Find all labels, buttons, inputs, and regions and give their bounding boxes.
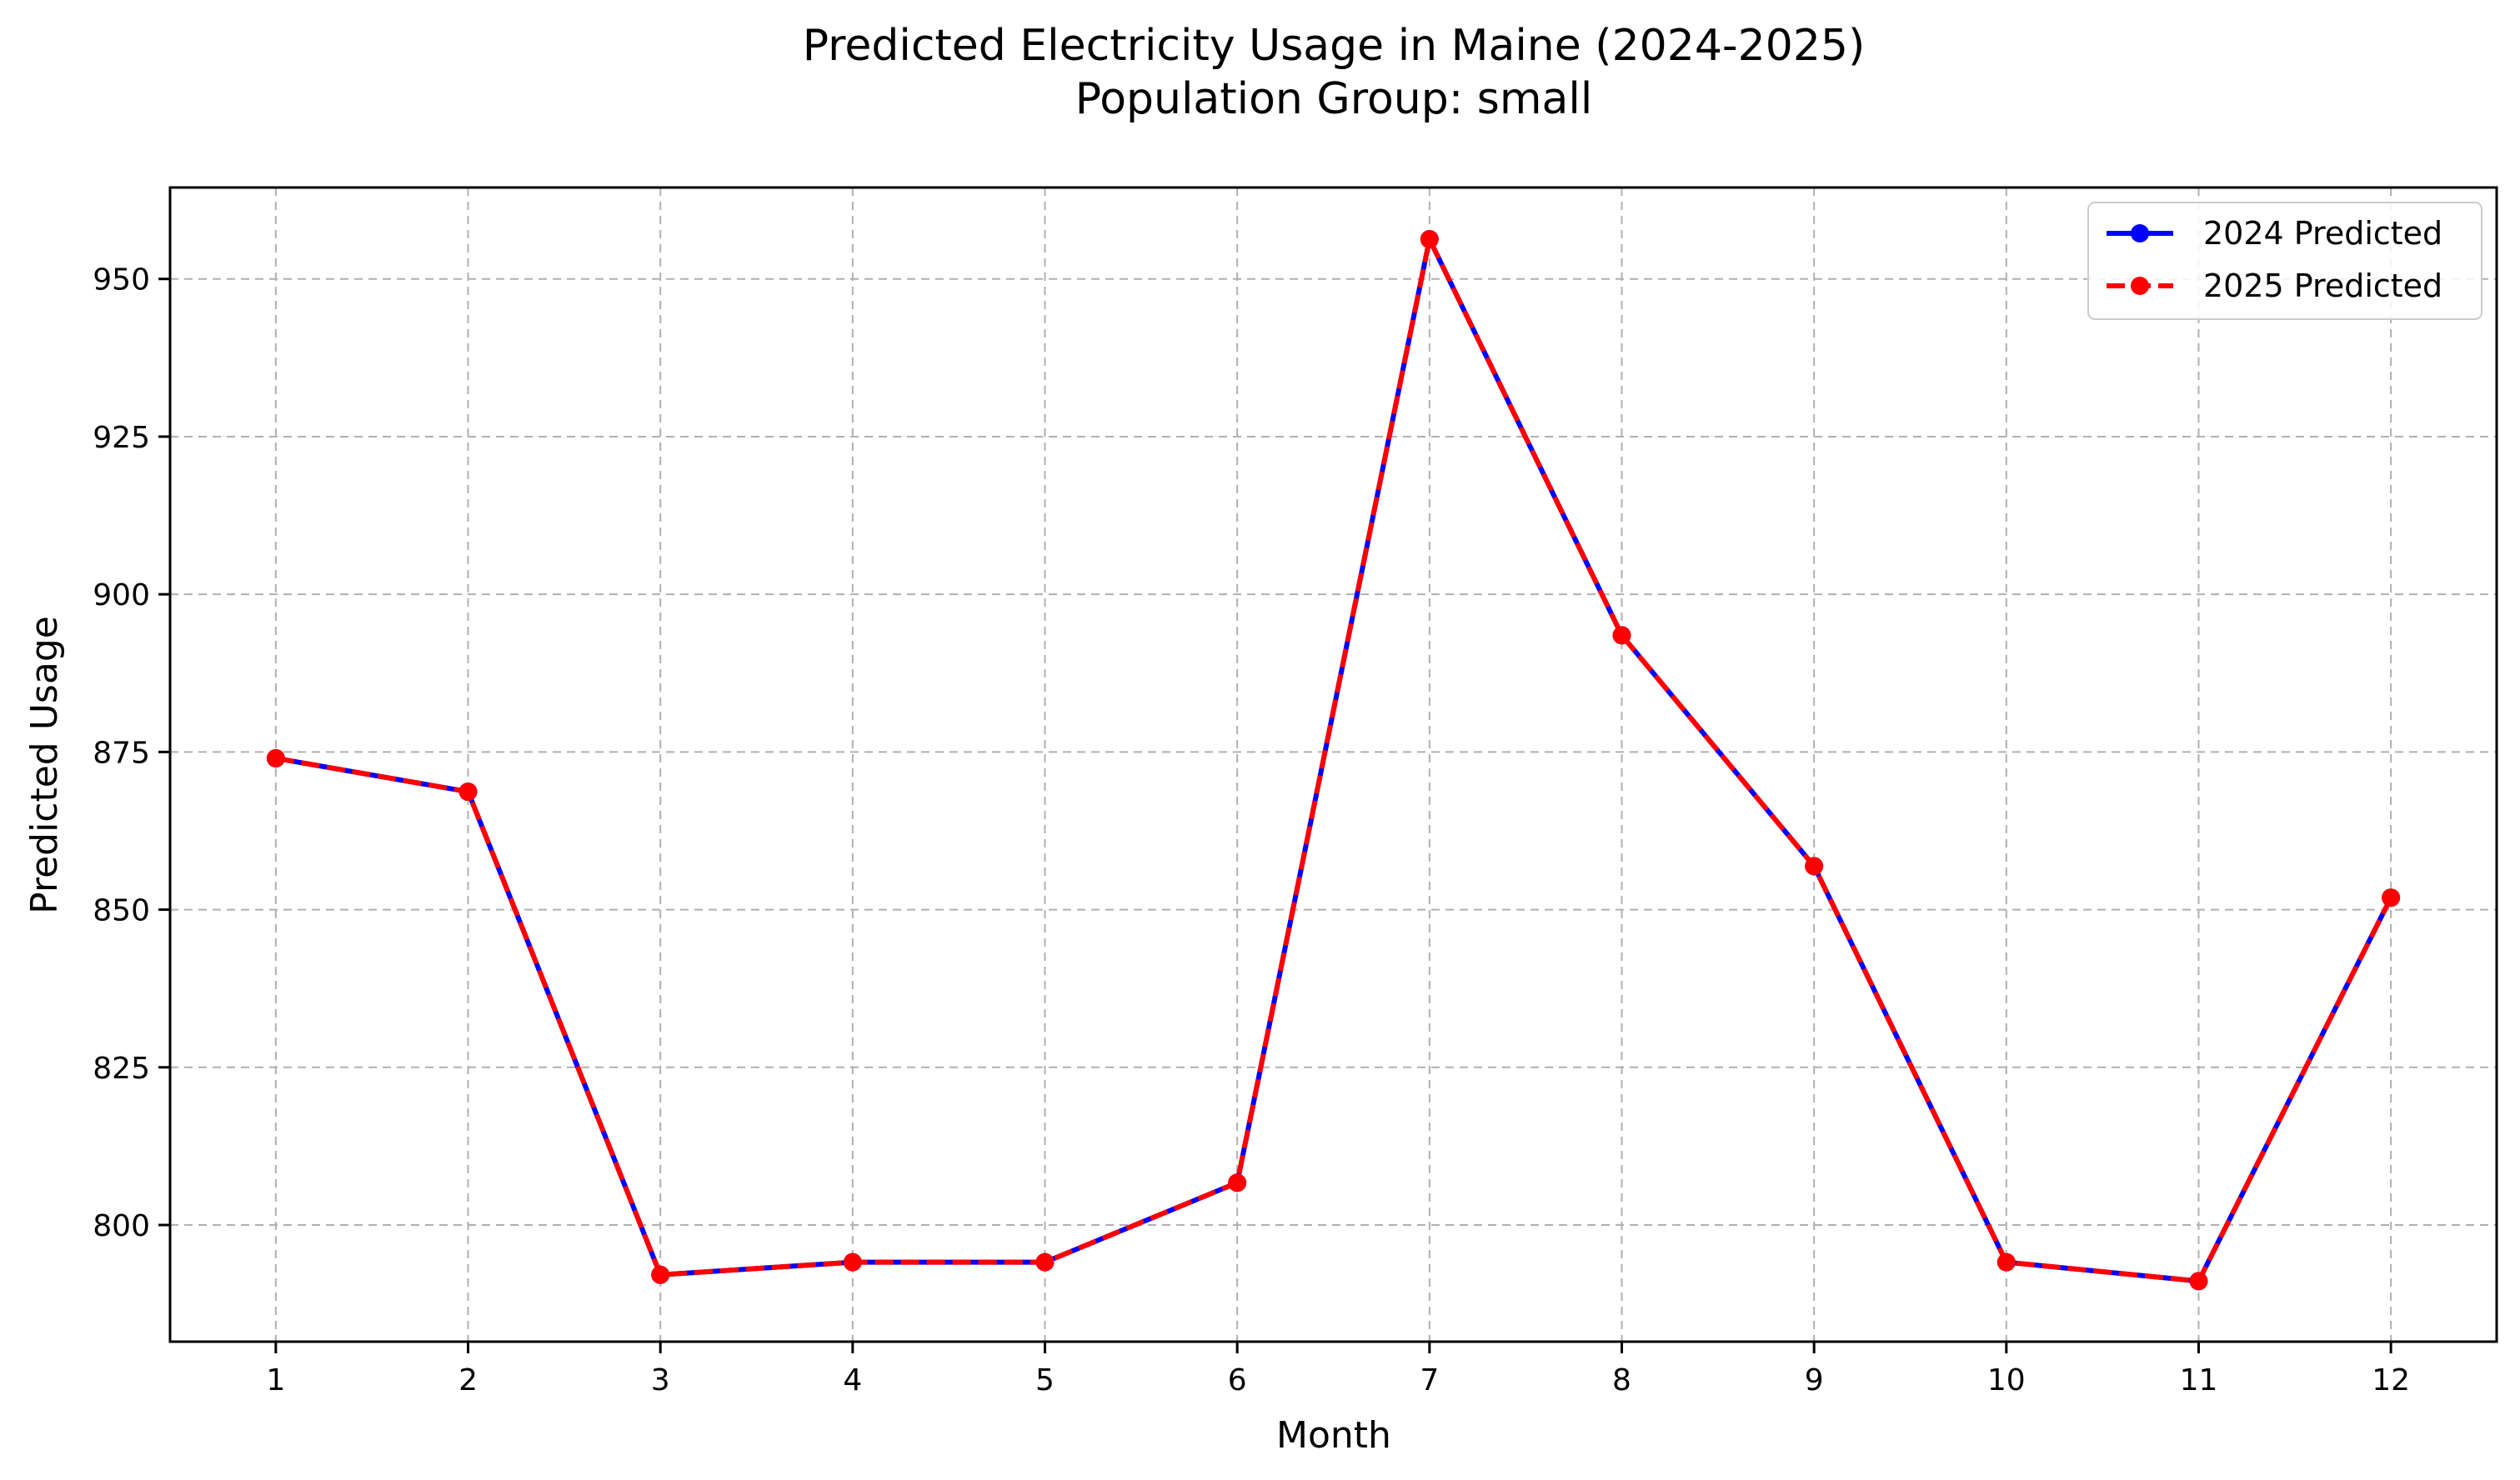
- series-line: [275, 237, 2393, 1284]
- legend-label: 2024 Predicted: [2203, 215, 2442, 252]
- x-axis-label: Month: [1276, 1414, 1391, 1457]
- x-tick-label: 8: [1612, 1363, 1631, 1398]
- x-tick-label: 2: [458, 1363, 478, 1398]
- x-axis-ticks: 1 2 3 4 5 6 7 8 9 10 11 12: [266, 1342, 2410, 1398]
- plot-area-frame: [168, 186, 2498, 1343]
- x-tick-label: 9: [1805, 1363, 1824, 1398]
- data-point: [266, 748, 285, 768]
- data-point: [1228, 1173, 1247, 1192]
- y-tick-label: 800: [93, 1209, 150, 1243]
- x-tick-label: 12: [2372, 1363, 2410, 1398]
- legend-label: 2025 Predicted: [2203, 268, 2442, 304]
- y-tick-label: 950: [93, 263, 150, 298]
- chart-title: Predicted Electricity Usage in Maine (20…: [803, 21, 1866, 71]
- data-point: [1805, 857, 1824, 876]
- data-point: [843, 1252, 862, 1272]
- y-tick-label: 900: [93, 578, 150, 612]
- legend: 2024 Predicted 2025 Predicted: [2087, 202, 2482, 320]
- x-tick-label: 6: [1228, 1363, 1247, 1398]
- data-point: [2382, 888, 2401, 908]
- x-tick-label: 3: [651, 1363, 670, 1398]
- legend-swatch-marker: [2131, 224, 2149, 242]
- data-point: [1420, 230, 1439, 249]
- data-point: [1996, 1252, 2016, 1272]
- data-point: [651, 1265, 670, 1284]
- y-tick-label: 825: [93, 1052, 150, 1086]
- x-tick-label: 4: [843, 1363, 862, 1398]
- y-tick-label: 850: [93, 894, 150, 928]
- x-tick-label: 7: [1420, 1363, 1439, 1398]
- y-tick-label: 925: [93, 421, 150, 455]
- legend-box: [2087, 202, 2482, 320]
- data-point: [1612, 626, 1631, 645]
- chart-subtitle: Population Group: small: [1075, 74, 1593, 124]
- x-tick-label: 11: [2180, 1363, 2218, 1398]
- x-tick-label: 10: [1987, 1363, 2026, 1398]
- y-axis-label: Predicted Usage: [23, 616, 66, 914]
- x-tick-label: 1: [266, 1363, 285, 1398]
- series-2: [266, 230, 2401, 1291]
- data-point: [458, 782, 478, 802]
- y-axis-ticks: 800 825 850 875 900 925 950: [93, 263, 170, 1243]
- x-tick-label: 5: [1035, 1363, 1055, 1398]
- data-point: [2189, 1272, 2208, 1291]
- y-tick-label: 875: [93, 736, 150, 770]
- data-point: [1035, 1252, 1055, 1272]
- legend-swatch-marker: [2131, 277, 2149, 295]
- series-lines: [266, 230, 2401, 1291]
- grid: [170, 188, 2497, 1342]
